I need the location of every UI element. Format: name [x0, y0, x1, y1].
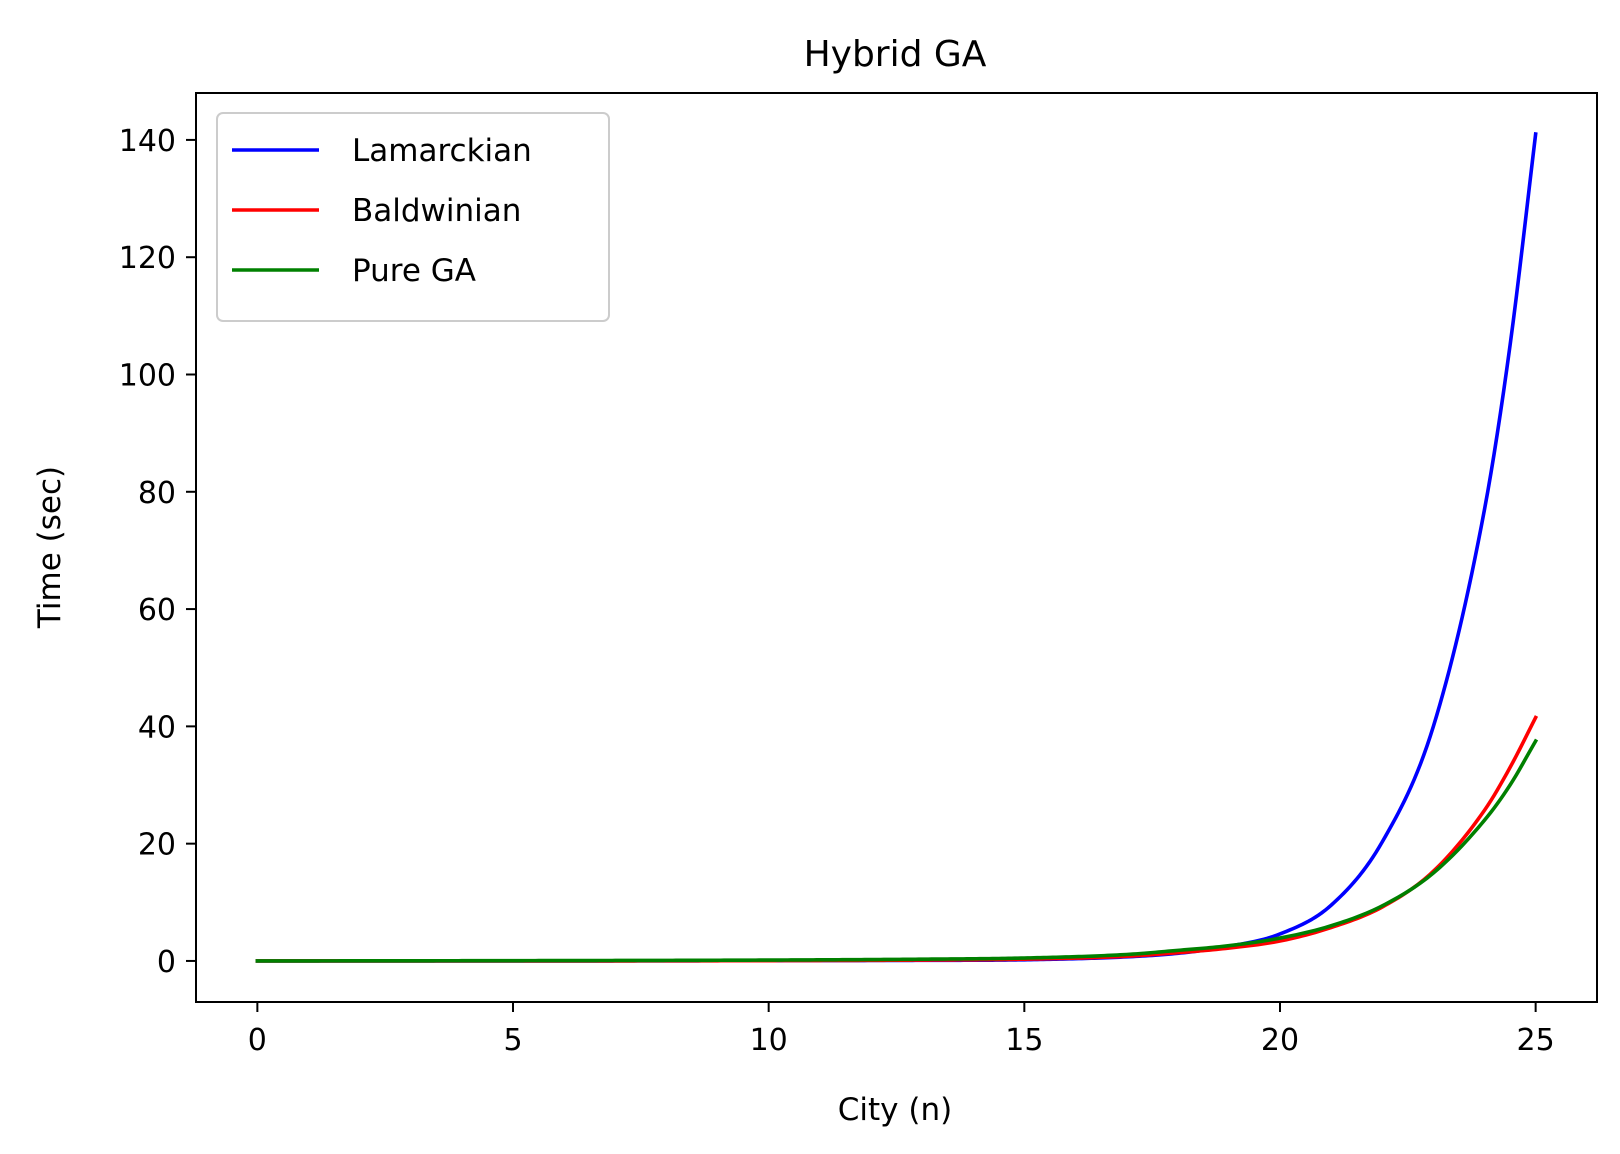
y-axis-label: Time (sec)	[32, 466, 68, 629]
series-line-pure-ga	[255, 738, 1539, 963]
y-tick-label: 40	[138, 710, 176, 745]
x-tick-label: 20	[1261, 1023, 1299, 1058]
axes: 0 5 10 15 20 25 0 20 40 60 80 100 120 140	[119, 92, 1598, 1058]
plot-area	[255, 132, 1539, 963]
x-tick-label: 25	[1517, 1023, 1555, 1058]
x-axis-label: City (n)	[838, 1092, 952, 1128]
y-tick-label: 60	[138, 593, 176, 628]
chart-title: Hybrid GA	[804, 34, 987, 75]
legend-label-baldwinian: Baldwinian	[352, 193, 521, 229]
legend-label-lamarckian: Lamarckian	[352, 133, 532, 169]
axes-frame	[195, 92, 1598, 1003]
y-tick-label: 100	[119, 358, 176, 393]
x-tick-label: 0	[248, 1023, 267, 1058]
y-tick-label: 140	[119, 124, 176, 159]
x-tick-label: 5	[503, 1023, 522, 1058]
y-tick-label: 0	[157, 945, 176, 980]
legend: Lamarckian Baldwinian Pure GA	[216, 112, 610, 322]
legend-label-pure-ga: Pure GA	[352, 253, 476, 289]
y-tick-label: 20	[138, 828, 176, 863]
x-tick-label: 15	[1005, 1023, 1043, 1058]
y-tick-label: 120	[119, 241, 176, 276]
y-tick-label: 80	[138, 476, 176, 511]
x-tick-label: 10	[750, 1023, 788, 1058]
